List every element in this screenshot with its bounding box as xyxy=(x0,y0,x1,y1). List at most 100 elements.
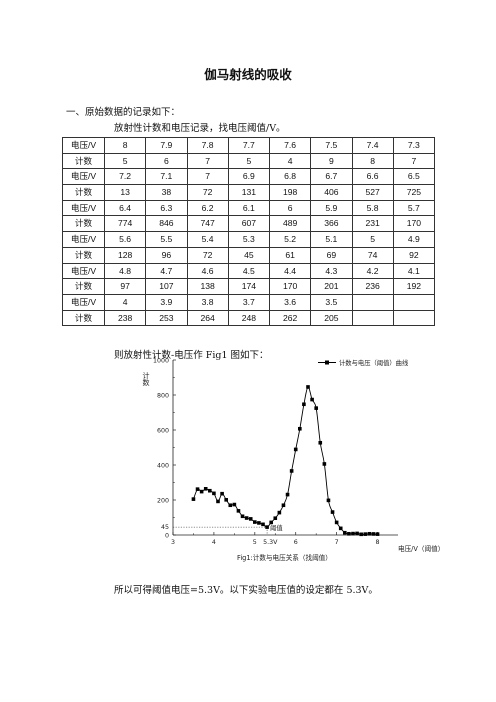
table-cell: 6 xyxy=(268,199,312,217)
data-point xyxy=(216,499,220,504)
table-cell: 201 xyxy=(310,278,353,295)
table-cell: 170 xyxy=(392,215,436,233)
table-row: 电压/V 5.6 5.5 5.4 5.3 5.2 5.1 5 4.9 xyxy=(62,231,436,248)
table-row: 电压/V 6.4 6.3 6.2 6.1 6 5.9 5.8 5.7 xyxy=(62,199,436,217)
y-tick-label: 1000 xyxy=(153,357,169,364)
data-point xyxy=(248,517,253,521)
data-point xyxy=(285,492,290,497)
table-cell: 6.1 xyxy=(227,199,271,217)
data-point xyxy=(363,532,368,536)
table-cell: 6.5 xyxy=(392,168,436,186)
x-tick-label: 7 xyxy=(335,539,339,546)
table-cell: 9 xyxy=(310,152,353,170)
section-heading: 一、原始数据的记录如下： xyxy=(66,107,181,118)
table-cell: 6.9 xyxy=(227,168,271,186)
table-cell: 138 xyxy=(186,278,229,295)
data-point xyxy=(314,406,318,410)
table-cell: 5.8 xyxy=(351,199,394,217)
table-cell: 74 xyxy=(351,246,394,264)
data-point xyxy=(224,498,228,502)
row-header-cell: 计数 xyxy=(62,246,105,264)
table-cell: 262 xyxy=(268,309,312,327)
table-cell: 4.6 xyxy=(186,262,229,280)
table-cell: 198 xyxy=(268,184,312,201)
row-header-cell: 电压/V xyxy=(62,199,105,217)
table-cell: 253 xyxy=(145,309,188,327)
table-cell: 5.4 xyxy=(186,231,229,248)
table-cell: 192 xyxy=(392,278,436,295)
data-point xyxy=(212,491,216,496)
table-cell: 8 xyxy=(351,152,394,170)
data-point xyxy=(195,487,200,491)
table-cell: 4 xyxy=(268,152,312,170)
table-cell: 248 xyxy=(227,309,271,327)
table-cell: 7.3 xyxy=(392,137,436,154)
table-cell: 489 xyxy=(268,215,312,233)
table-cell: 7 xyxy=(186,168,229,186)
data-point xyxy=(334,520,339,525)
chart-caption: Fig1:计数与电压关系（找阈值） xyxy=(237,553,332,562)
data-point xyxy=(277,510,282,515)
data-point xyxy=(351,531,355,536)
data-point xyxy=(203,487,208,491)
data-point xyxy=(199,489,204,494)
table-cell: 3.9 xyxy=(145,293,188,311)
data-point xyxy=(318,440,323,445)
table-cell: 5.9 xyxy=(310,199,353,217)
table-cell: 38 xyxy=(145,184,188,201)
legend: 计数与电压（阈值）曲线 xyxy=(318,358,409,367)
table-cell: 236 xyxy=(351,278,394,295)
row-header-cell: 电压/V xyxy=(62,137,105,154)
table-cell: 366 xyxy=(310,215,353,233)
table-cell: 527 xyxy=(351,184,394,201)
data-point xyxy=(298,426,302,431)
data-point xyxy=(367,531,372,536)
table-cell: 6 xyxy=(145,152,188,170)
x-tick-label: 8 xyxy=(376,539,380,546)
data-point xyxy=(281,503,286,508)
data-point xyxy=(322,462,327,466)
table-cell: 6.6 xyxy=(351,168,394,186)
table-cell: 3.6 xyxy=(268,293,312,311)
data-point xyxy=(236,509,241,513)
table-cell: 4.3 xyxy=(310,262,353,280)
x-tick-label: 6 xyxy=(294,539,298,546)
chart-intro-text: 则放射性计数-电压作 Fig1 图如下： xyxy=(114,350,269,361)
table-cell: 72 xyxy=(186,246,229,264)
table-cell: 3.7 xyxy=(227,293,271,311)
table-cell: 4.8 xyxy=(103,262,147,280)
data-point xyxy=(261,522,265,527)
data-point xyxy=(253,520,257,524)
table-cell: 4.7 xyxy=(145,262,188,280)
data-point xyxy=(306,385,310,389)
table-cell: 97 xyxy=(103,278,147,295)
table-cell: 725 xyxy=(392,184,436,201)
data-table: 电压/V 8 7.9 7.8 7.7 7.6 7.5 7.4 7.3 计数 5 6 7 5 4 9 8 7 电压/V… xyxy=(62,137,436,327)
data-point xyxy=(293,447,298,452)
table-cell: 5.5 xyxy=(145,231,188,248)
data-point xyxy=(347,531,351,536)
table-cell: 107 xyxy=(145,278,188,295)
data-point xyxy=(269,520,273,525)
table-cell: 8 xyxy=(103,137,147,154)
table-cell: 5.2 xyxy=(268,231,312,248)
data-point xyxy=(191,497,196,501)
table-cell: 131 xyxy=(227,184,271,201)
table-row: 电压/V 4 3.9 3.8 3.7 3.6 3.5 xyxy=(62,293,436,311)
conclusion-text: 所以可得阈值电压=5.3V。以下实验电压值的设定都在 5.3V。 xyxy=(114,585,378,596)
table-cell: 7.1 xyxy=(145,168,188,186)
table-cell: 96 xyxy=(145,246,188,264)
data-point xyxy=(257,521,261,525)
data-point xyxy=(338,526,343,531)
table-cell: 5 xyxy=(227,152,271,170)
table-cell: 5.6 xyxy=(103,231,147,248)
row-header-cell: 计数 xyxy=(62,278,105,295)
table-cell: 7.5 xyxy=(310,137,353,154)
table-cell xyxy=(351,293,394,311)
data-point xyxy=(343,530,347,535)
data-point xyxy=(240,514,245,519)
x-tick-label: 5 xyxy=(253,539,257,546)
table-cell xyxy=(392,309,436,327)
table-cell: 7.9 xyxy=(145,137,188,154)
table-cell: 5 xyxy=(103,152,147,170)
